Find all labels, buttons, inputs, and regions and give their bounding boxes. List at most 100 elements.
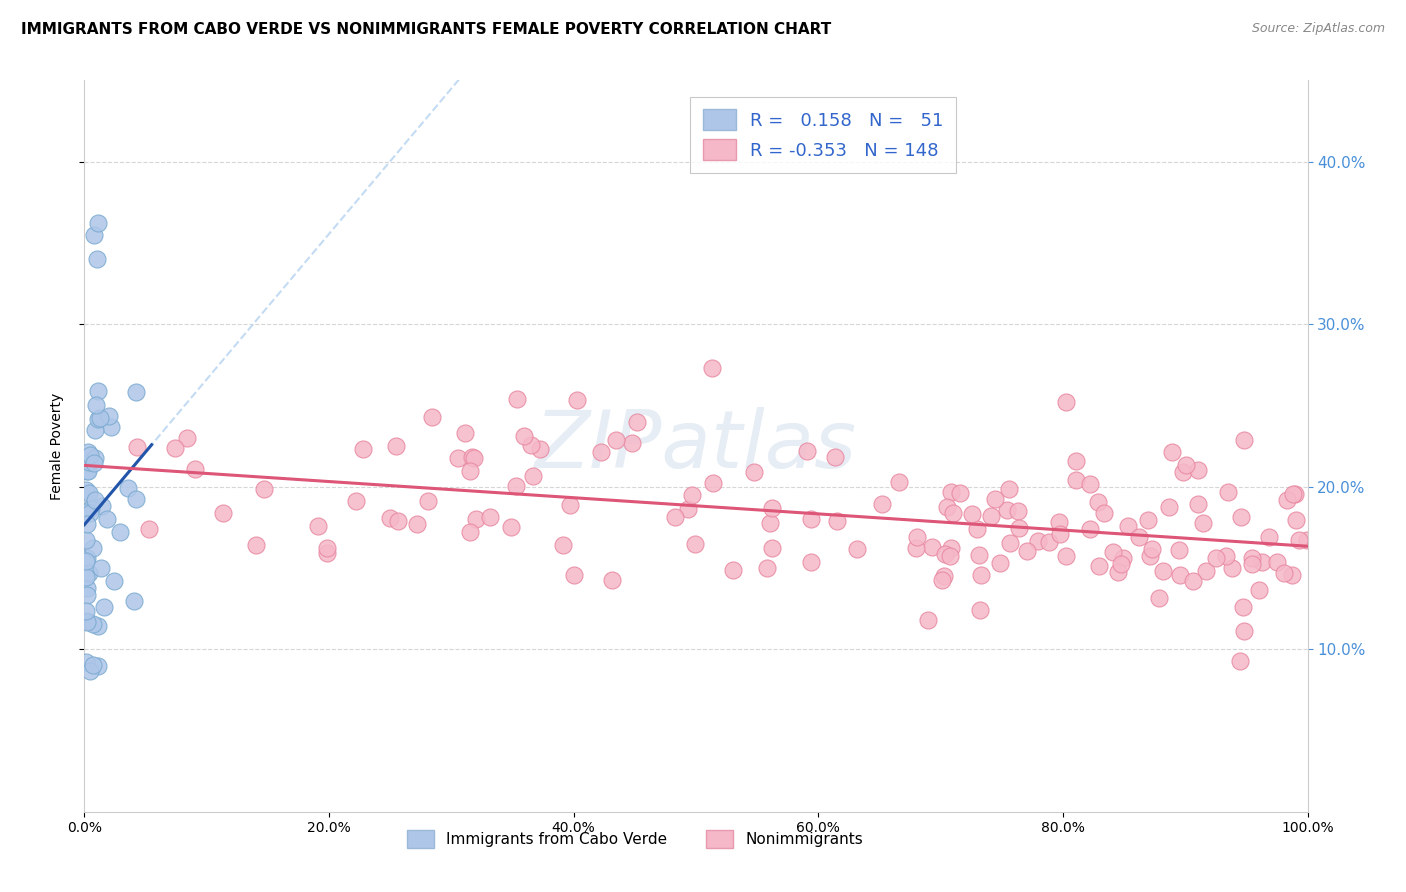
Point: [76, 581, 98, 595]
Point: [307, 519, 329, 533]
Point: [1056, 549, 1078, 563]
Point: [1171, 466, 1194, 480]
Point: [1284, 513, 1306, 527]
Point: [969, 603, 991, 617]
Point: [252, 482, 274, 496]
Point: [998, 535, 1021, 549]
Point: [1128, 530, 1150, 544]
Point: [1038, 534, 1060, 549]
Point: [82, 616, 104, 631]
Point: [960, 508, 983, 522]
Point: [932, 569, 955, 583]
Point: [1205, 550, 1227, 565]
Point: [84, 398, 107, 412]
Point: [103, 574, 125, 588]
Point: [626, 415, 648, 429]
Point: [83, 456, 105, 470]
Point: [1008, 521, 1031, 535]
Point: [845, 541, 868, 556]
Point: [824, 450, 846, 464]
Point: [529, 442, 551, 457]
Point: [1249, 583, 1271, 598]
Y-axis label: Female Poverty: Female Poverty: [49, 392, 63, 500]
Point: [122, 594, 145, 608]
Point: [931, 573, 953, 587]
Point: [759, 516, 782, 531]
Point: [76, 615, 98, 629]
Point: [86, 384, 108, 399]
Point: [700, 361, 723, 376]
Point: [211, 506, 233, 520]
Point: [1017, 544, 1039, 558]
Point: [84, 423, 107, 437]
Point: [664, 510, 686, 524]
Point: [1232, 599, 1254, 614]
Point: [108, 525, 131, 540]
Point: [1152, 565, 1174, 579]
Text: ZIPatlas: ZIPatlas: [534, 407, 858, 485]
Point: [988, 556, 1011, 570]
Point: [79, 566, 101, 581]
Point: [1251, 555, 1274, 569]
Point: [75, 533, 97, 547]
Point: [522, 468, 544, 483]
Point: [1288, 533, 1310, 547]
Point: [245, 538, 267, 552]
Point: [75, 483, 97, 497]
Point: [984, 491, 1007, 506]
Point: [997, 483, 1019, 497]
Point: [1047, 515, 1070, 529]
Point: [1092, 506, 1115, 520]
Point: [678, 501, 700, 516]
Point: [904, 541, 927, 556]
Point: [75, 554, 97, 568]
Point: [387, 514, 409, 528]
Point: [165, 441, 187, 455]
Point: [1140, 542, 1163, 557]
Point: [1102, 544, 1125, 558]
Point: [1175, 458, 1198, 472]
Point: [183, 462, 205, 476]
Point: [589, 445, 612, 459]
Point: [1007, 504, 1029, 518]
Point: [755, 561, 778, 575]
Point: [76, 464, 98, 478]
Point: [1087, 494, 1109, 508]
Point: [1229, 509, 1251, 524]
Point: [1215, 549, 1237, 564]
Point: [463, 451, 485, 466]
Point: [125, 385, 148, 400]
Point: [420, 409, 443, 424]
Point: [917, 613, 939, 627]
Point: [520, 437, 543, 451]
Point: [1274, 566, 1296, 580]
Point: [87, 411, 110, 425]
Point: [91, 500, 114, 514]
Point: [1258, 530, 1281, 544]
Point: [1187, 462, 1209, 476]
Point: [1282, 487, 1305, 501]
Point: [316, 546, 339, 560]
Point: [138, 523, 160, 537]
Point: [683, 537, 706, 551]
Point: [562, 567, 585, 582]
Point: [75, 505, 97, 519]
Point: [1026, 533, 1049, 548]
Point: [1191, 516, 1213, 530]
Point: [84, 450, 107, 465]
Point: [97, 409, 120, 424]
Point: [949, 486, 972, 500]
Point: [1168, 542, 1191, 557]
Point: [796, 444, 818, 458]
Point: [1233, 434, 1256, 448]
Point: [125, 440, 148, 454]
Point: [344, 494, 367, 508]
Legend: Immigrants from Cabo Verde, Nonimmigrants: Immigrants from Cabo Verde, Nonimmigrant…: [399, 822, 870, 855]
Point: [565, 392, 588, 407]
Point: [75, 655, 97, 669]
Point: [79, 506, 101, 520]
Point: [176, 431, 198, 445]
Point: [90, 560, 112, 574]
Point: [416, 494, 439, 508]
Point: [1194, 564, 1216, 578]
